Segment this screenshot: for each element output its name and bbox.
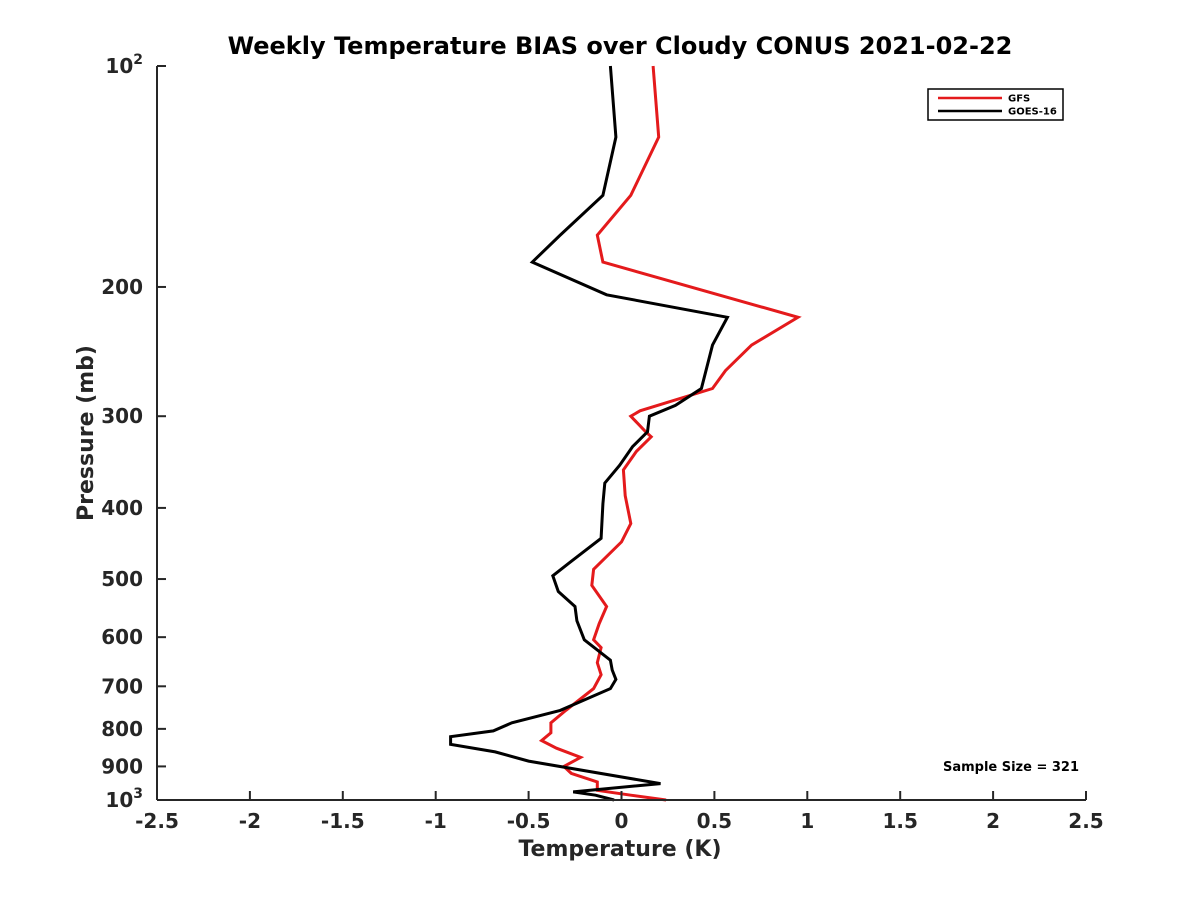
x-tick-label: 0 bbox=[615, 809, 629, 833]
x-axis-label: Temperature (K) bbox=[518, 837, 721, 862]
x-tick-label: -2.5 bbox=[135, 809, 179, 833]
x-tick-label: -0.5 bbox=[507, 809, 551, 833]
sample-size-annotation: Sample Size = 321 bbox=[943, 760, 1079, 775]
legend-label: GOES-16 bbox=[1008, 107, 1057, 118]
x-tick-label: 2 bbox=[986, 809, 1000, 833]
y-tick-label: 700 bbox=[101, 674, 143, 698]
x-tick-label: -1.5 bbox=[321, 809, 365, 833]
x-tick-label: -1 bbox=[425, 809, 447, 833]
x-tick-label: 1.5 bbox=[882, 809, 917, 833]
x-tick-label: 2.5 bbox=[1068, 809, 1103, 833]
ticks-layer: -2.5 -2 -1.5 -1 -0.5 0 0.5 1 1.5 2 2.5 102 200 300 400… bbox=[101, 52, 1103, 833]
legend-box bbox=[927, 88, 1064, 121]
x-tick-label: 1 bbox=[800, 809, 814, 833]
series-line-gfs bbox=[538, 65, 802, 802]
chart-title: Weekly Temperature BIAS over Cloudy CONU… bbox=[228, 32, 1013, 60]
legend-label: GFS bbox=[1008, 94, 1030, 105]
y-tick-label: 800 bbox=[101, 717, 143, 741]
y-tick-label: 300 bbox=[101, 404, 143, 428]
y-axis-label: Pressure (mb) bbox=[74, 345, 99, 521]
y-tick-label: 500 bbox=[101, 567, 143, 591]
series-line-goes-16 bbox=[449, 65, 730, 802]
y-tick-label: 900 bbox=[101, 754, 143, 778]
series-layer bbox=[449, 65, 802, 802]
x-tick-label: 0.5 bbox=[697, 809, 732, 833]
x-tick-label: -2 bbox=[239, 809, 261, 833]
y-tick-label: 200 bbox=[101, 275, 143, 299]
y-tick-label: 600 bbox=[101, 625, 143, 649]
y-tick-label: 400 bbox=[101, 496, 143, 520]
y-tick-label: 102 bbox=[105, 52, 143, 78]
y-tick-label: 103 bbox=[105, 786, 143, 812]
legend: GFS GOES-16 bbox=[927, 88, 1064, 121]
